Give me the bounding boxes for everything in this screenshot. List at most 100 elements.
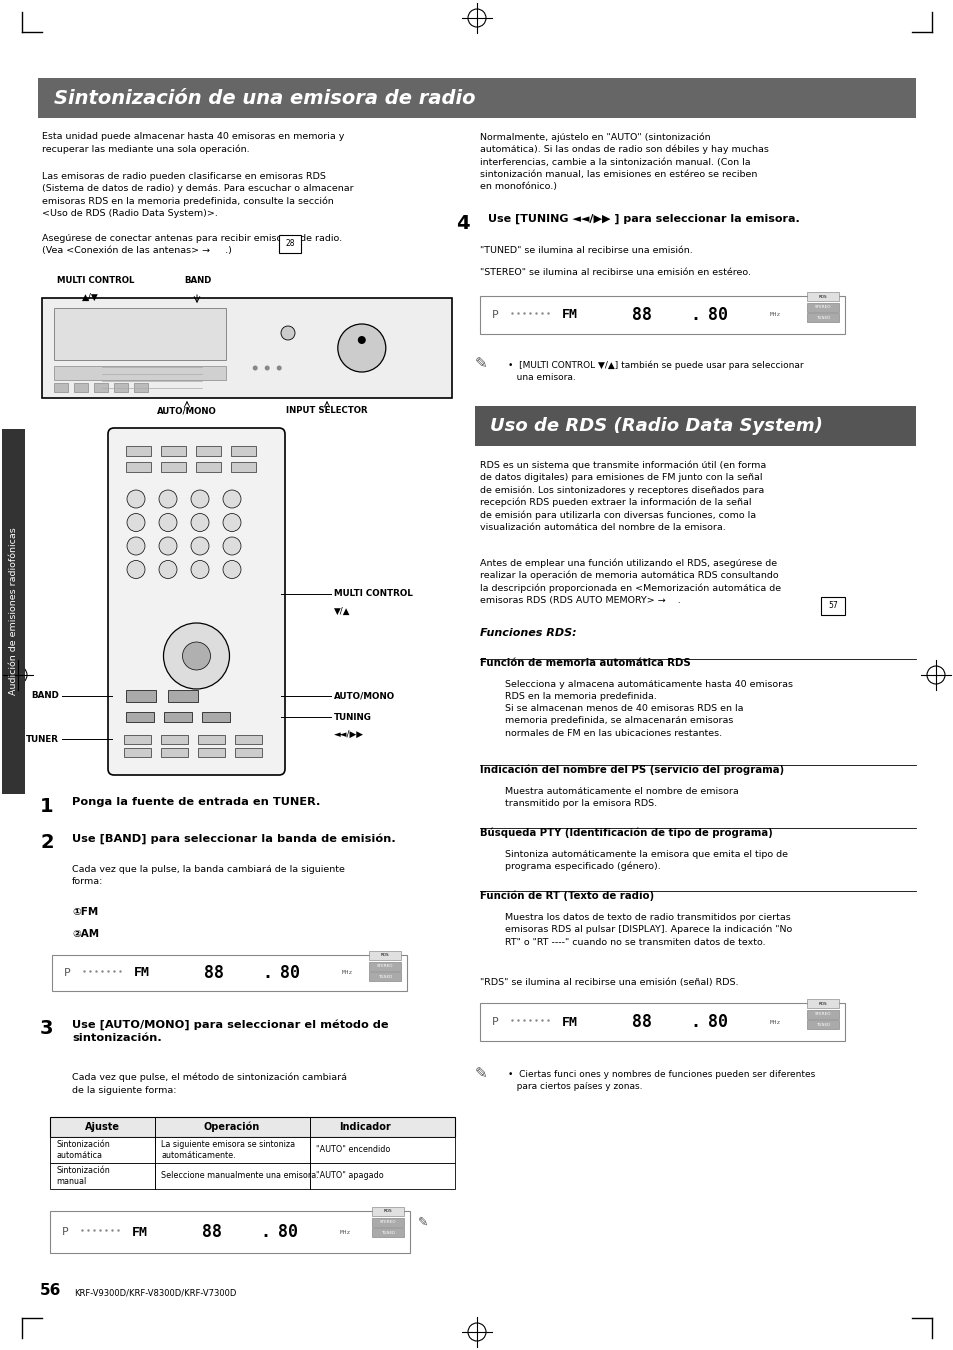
Text: 80: 80 — [280, 964, 299, 981]
Circle shape — [191, 490, 209, 508]
Bar — [369, 961, 400, 971]
Text: TUNED: TUNED — [815, 316, 829, 320]
Text: ✎: ✎ — [475, 356, 487, 371]
Text: STEREO: STEREO — [376, 964, 393, 968]
Text: Esta unidad puede almacenar hasta 40 emisoras en memoria y
recuperar las mediant: Esta unidad puede almacenar hasta 40 emi… — [42, 132, 344, 154]
Text: "RDS" se ilumina al recibirse una emisión (señal) RDS.: "RDS" se ilumina al recibirse una emisió… — [479, 977, 738, 987]
Text: Operación: Operación — [204, 1122, 260, 1133]
Text: 4: 4 — [456, 215, 469, 234]
Bar — [475, 406, 915, 446]
Text: ▲/▼: ▲/▼ — [82, 293, 99, 302]
Text: STEREO: STEREO — [379, 1220, 395, 1224]
Text: Cada vez que pulse, el método de sintonización cambiará
de la siguiente forma:: Cada vez que pulse, el método de sintoni… — [71, 1073, 347, 1095]
Text: FM: FM — [132, 1226, 148, 1238]
Circle shape — [159, 560, 177, 579]
Text: •  [MULTI CONTROL ▼/▲] también se puede usar para seleccionar
   una emisora.: • [MULTI CONTROL ▼/▲] también se puede u… — [507, 360, 802, 382]
Bar — [372, 1218, 403, 1227]
Text: Indicación del nombre del PS (servicio del programa): Indicación del nombre del PS (servicio d… — [479, 764, 783, 775]
Text: MHz: MHz — [341, 971, 353, 976]
Text: Selecciona y almacena automáticamente hasta 40 emisoras
RDS en la memoria predef: Selecciona y almacena automáticamente ha… — [504, 680, 792, 737]
Text: Funciones RDS:: Funciones RDS: — [479, 628, 576, 639]
Text: Sintoniza automáticamente la emisora que emita el tipo de
programa especificado : Sintoniza automáticamente la emisora que… — [504, 849, 787, 871]
Bar — [113, 383, 128, 392]
Circle shape — [191, 537, 209, 555]
Text: Use [TUNING ◄◄/▶▶ ] para seleccionar la emisora.: Use [TUNING ◄◄/▶▶ ] para seleccionar la … — [488, 215, 799, 224]
Circle shape — [191, 513, 209, 532]
Bar — [202, 711, 230, 722]
Text: 80: 80 — [707, 1012, 727, 1031]
Bar — [126, 462, 151, 472]
Text: ▼/▲: ▼/▲ — [334, 606, 350, 616]
Text: ◄◄/▶▶: ◄◄/▶▶ — [334, 729, 364, 738]
Circle shape — [159, 513, 177, 532]
Text: .: . — [689, 306, 700, 324]
Bar — [50, 1162, 455, 1189]
Text: Seleccione manualmente una emisora.: Seleccione manualmente una emisora. — [161, 1172, 318, 1180]
Text: TUNER: TUNER — [26, 734, 59, 744]
Text: 2: 2 — [40, 833, 53, 852]
Text: Ajuste: Ajuste — [85, 1122, 119, 1133]
Text: MHz: MHz — [339, 1230, 351, 1234]
Text: AUTO/MONO: AUTO/MONO — [157, 406, 216, 414]
Bar — [126, 711, 153, 722]
Bar — [195, 462, 221, 472]
Text: ✎: ✎ — [417, 1216, 428, 1229]
Text: RDS: RDS — [383, 1210, 392, 1214]
FancyBboxPatch shape — [278, 235, 301, 252]
Text: TUNED: TUNED — [380, 1230, 395, 1234]
Circle shape — [127, 513, 145, 532]
Bar — [50, 1211, 410, 1253]
Bar — [806, 292, 838, 301]
Text: Función de memoria automática RDS: Función de memoria automática RDS — [479, 657, 690, 668]
Bar — [161, 446, 186, 456]
Bar — [52, 954, 407, 991]
Text: Normalmente, ajústelo en "AUTO" (sintonización
automática). Si las ondas de radi: Normalmente, ajústelo en "AUTO" (sintoni… — [479, 132, 768, 190]
Text: 80: 80 — [277, 1223, 297, 1241]
Text: 88: 88 — [631, 1012, 651, 1031]
Bar — [231, 446, 255, 456]
Circle shape — [253, 366, 257, 370]
Circle shape — [223, 490, 241, 508]
Text: RDS: RDS — [818, 1002, 826, 1006]
Bar — [234, 748, 262, 757]
Bar — [133, 383, 148, 392]
Bar — [479, 296, 844, 333]
Text: 88: 88 — [204, 964, 224, 981]
Text: 57: 57 — [827, 601, 837, 610]
Circle shape — [276, 366, 281, 370]
Bar — [2, 429, 25, 794]
Bar — [806, 302, 838, 312]
Text: FM: FM — [561, 309, 578, 321]
Text: INPUT SELECTOR: INPUT SELECTOR — [286, 406, 368, 414]
Bar — [806, 999, 838, 1008]
Text: BAND: BAND — [184, 275, 212, 285]
Bar — [369, 950, 400, 960]
Text: .: . — [689, 1012, 700, 1031]
Text: Búsqueda PTY (Identificación de tipo de programa): Búsqueda PTY (Identificación de tipo de … — [479, 828, 772, 838]
Text: FM: FM — [133, 967, 150, 980]
Text: P: P — [64, 968, 71, 977]
Bar — [50, 1137, 455, 1162]
Text: Las emisoras de radio pueden clasificarse en emisoras RDS
(Sistema de datos de r: Las emisoras de radio pueden clasificars… — [42, 171, 354, 219]
Text: TUNED: TUNED — [377, 975, 392, 979]
Text: .: . — [262, 964, 272, 981]
Bar — [372, 1228, 403, 1237]
Text: KRF-V9300D/KRF-V8300D/KRF-V7300D: KRF-V9300D/KRF-V8300D/KRF-V7300D — [74, 1289, 236, 1297]
Bar — [42, 298, 452, 398]
Circle shape — [223, 537, 241, 555]
Text: "TUNED" se ilumina al recibirse una emisión.: "TUNED" se ilumina al recibirse una emis… — [479, 246, 692, 255]
Text: STEREO: STEREO — [814, 305, 830, 309]
Circle shape — [127, 490, 145, 508]
Text: ①FM: ①FM — [71, 907, 98, 917]
Text: 88: 88 — [631, 306, 651, 324]
Text: 80: 80 — [707, 306, 727, 324]
Circle shape — [191, 560, 209, 579]
Text: 56: 56 — [40, 1282, 61, 1297]
Text: MULTI CONTROL: MULTI CONTROL — [334, 590, 413, 598]
Bar — [124, 748, 151, 757]
Circle shape — [127, 537, 145, 555]
Text: Asegúrese de conectar antenas para recibir emisoras de radio.
(Vea <Conexión de : Asegúrese de conectar antenas para recib… — [42, 234, 342, 255]
Text: AUTO/MONO: AUTO/MONO — [334, 691, 395, 701]
Bar — [38, 78, 915, 117]
Text: 1: 1 — [40, 796, 53, 815]
